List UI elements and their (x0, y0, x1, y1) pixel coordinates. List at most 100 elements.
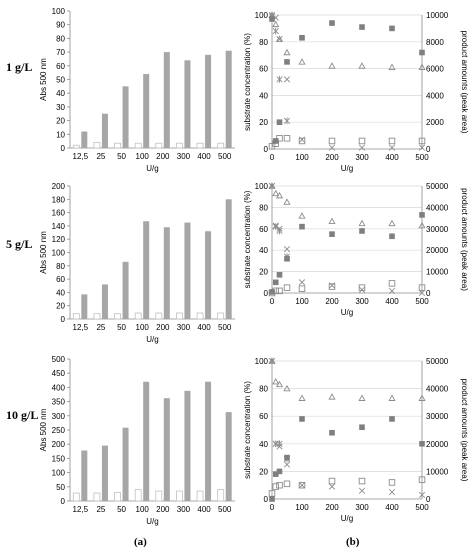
bar-filled (101, 445, 108, 501)
y2-tick-label: 0 (426, 289, 431, 298)
bar-filled (122, 86, 129, 148)
point-asterisk (276, 227, 283, 235)
point-x (298, 136, 306, 143)
bar-open (217, 312, 225, 320)
y2-tick-label: 30000 (426, 225, 449, 234)
x-axis-label: U/g (146, 335, 158, 344)
point-square-open (276, 481, 283, 489)
x-tick-label: 25 (96, 505, 105, 514)
y-tick-label: 60 (259, 65, 268, 74)
bar-filled (163, 52, 170, 148)
y-tick-label: 20 (259, 467, 268, 476)
point-square-filled (276, 272, 283, 278)
y2-tick-label: 0 (426, 145, 431, 154)
x-axis-label: U/g (341, 514, 353, 523)
y2-tick-label: 4000 (426, 91, 444, 100)
bar-filled (184, 390, 191, 501)
y-axis-label: Abs 500 nm (39, 231, 48, 274)
bar-filled (122, 427, 129, 501)
x-tick-label: 500 (218, 505, 232, 514)
panel-label-a: (a) (134, 536, 147, 548)
bar-open (93, 313, 101, 320)
y-tick-label: 350 (52, 398, 66, 407)
y2-tick-label: 10000 (426, 467, 449, 476)
y-tick-label: 60 (259, 412, 268, 421)
x-tick-label: 500 (218, 152, 232, 161)
bar-open (176, 312, 183, 320)
point-square-open (328, 137, 336, 145)
y2-axis-label: product amounts (peak area) (460, 31, 469, 134)
point-square-filled (389, 25, 395, 32)
y2-tick-label: 10000 (426, 268, 449, 277)
point-square-filled (269, 16, 275, 22)
x-axis-label: U/g (341, 164, 353, 173)
x-axis-label: U/g (146, 164, 158, 173)
x-tick-label: 400 (197, 323, 211, 332)
point-x (298, 279, 306, 286)
point-triangle (275, 35, 284, 42)
point-asterisk (276, 440, 283, 448)
x-tick-label: 500 (415, 153, 429, 162)
y-tick-label: 400 (52, 383, 66, 392)
y2-axis-label: product amounts (peak area) (460, 188, 469, 291)
x-axis-label: U/g (146, 517, 158, 526)
point-x (358, 286, 366, 293)
x-tick-label: 400 (385, 297, 399, 306)
x-tick-label: 500 (218, 323, 232, 332)
y-tick-label: 180 (52, 195, 66, 204)
x-tick-label: 25 (96, 152, 105, 161)
x-tick-label: 50 (117, 323, 126, 332)
y-tick-label: 100 (255, 11, 269, 20)
point-square-open (418, 137, 426, 145)
x-tick-label: 200 (325, 503, 339, 512)
y-tick-label: 60 (56, 62, 65, 71)
point-square-filled (329, 429, 335, 436)
point-square-filled (419, 49, 425, 56)
point-triangle (328, 62, 336, 69)
y-tick-label: 90 (56, 21, 65, 30)
point-triangle (358, 394, 366, 401)
y-tick-label: 200 (52, 440, 66, 449)
y-axis-label: substrate concentration (%) (243, 33, 252, 131)
y-tick-label: 0 (61, 315, 66, 324)
bar-filled (81, 131, 88, 148)
y2-tick-label: 50000 (426, 357, 449, 366)
point-square-open (418, 284, 426, 291)
y-tick-label: 100 (255, 182, 269, 191)
y-tick-label: 20 (56, 117, 65, 126)
point-x (388, 144, 396, 151)
bar-open (155, 142, 163, 149)
y2-tick-label: 0 (426, 495, 431, 504)
point-triangle (328, 393, 336, 400)
y-tick-label: 100 (255, 357, 269, 366)
point-asterisk (268, 182, 276, 190)
point-triangle (358, 62, 366, 69)
bar-filled (205, 54, 212, 149)
y-tick-label: 250 (52, 426, 66, 435)
point-x (418, 491, 426, 498)
point-square-filled (272, 279, 279, 286)
point-square-filled (329, 20, 335, 26)
x-tick-label: 100 (295, 153, 309, 162)
y2-tick-label: 20000 (426, 246, 449, 255)
point-x (328, 483, 336, 490)
y-tick-label: 70 (56, 48, 65, 57)
point-square-filled (329, 231, 335, 237)
y-tick-label: 200 (52, 182, 66, 191)
x-tick-label: 400 (385, 153, 399, 162)
point-asterisk (276, 75, 283, 83)
x-tick-label: 500 (415, 503, 429, 512)
y-tick-label: 60 (259, 225, 268, 234)
y-tick-label: 0 (264, 289, 269, 298)
bar-chart-1: 0 20 40 60 80 100 120 140 160 180 200 12,5 25 50 100 20… (39, 182, 235, 344)
y-tick-label: 40 (259, 440, 268, 449)
y2-axis-label: product amounts (peak area) (460, 379, 469, 482)
point-square-filled (299, 416, 305, 422)
bar-open (196, 312, 204, 320)
bar-open (72, 492, 80, 502)
y-tick-label: 0 (61, 144, 66, 153)
bar-filled (101, 113, 108, 148)
point-square-open (283, 284, 291, 291)
y2-tick-label: 6000 (426, 65, 444, 74)
y2-tick-label: 30000 (426, 412, 449, 421)
